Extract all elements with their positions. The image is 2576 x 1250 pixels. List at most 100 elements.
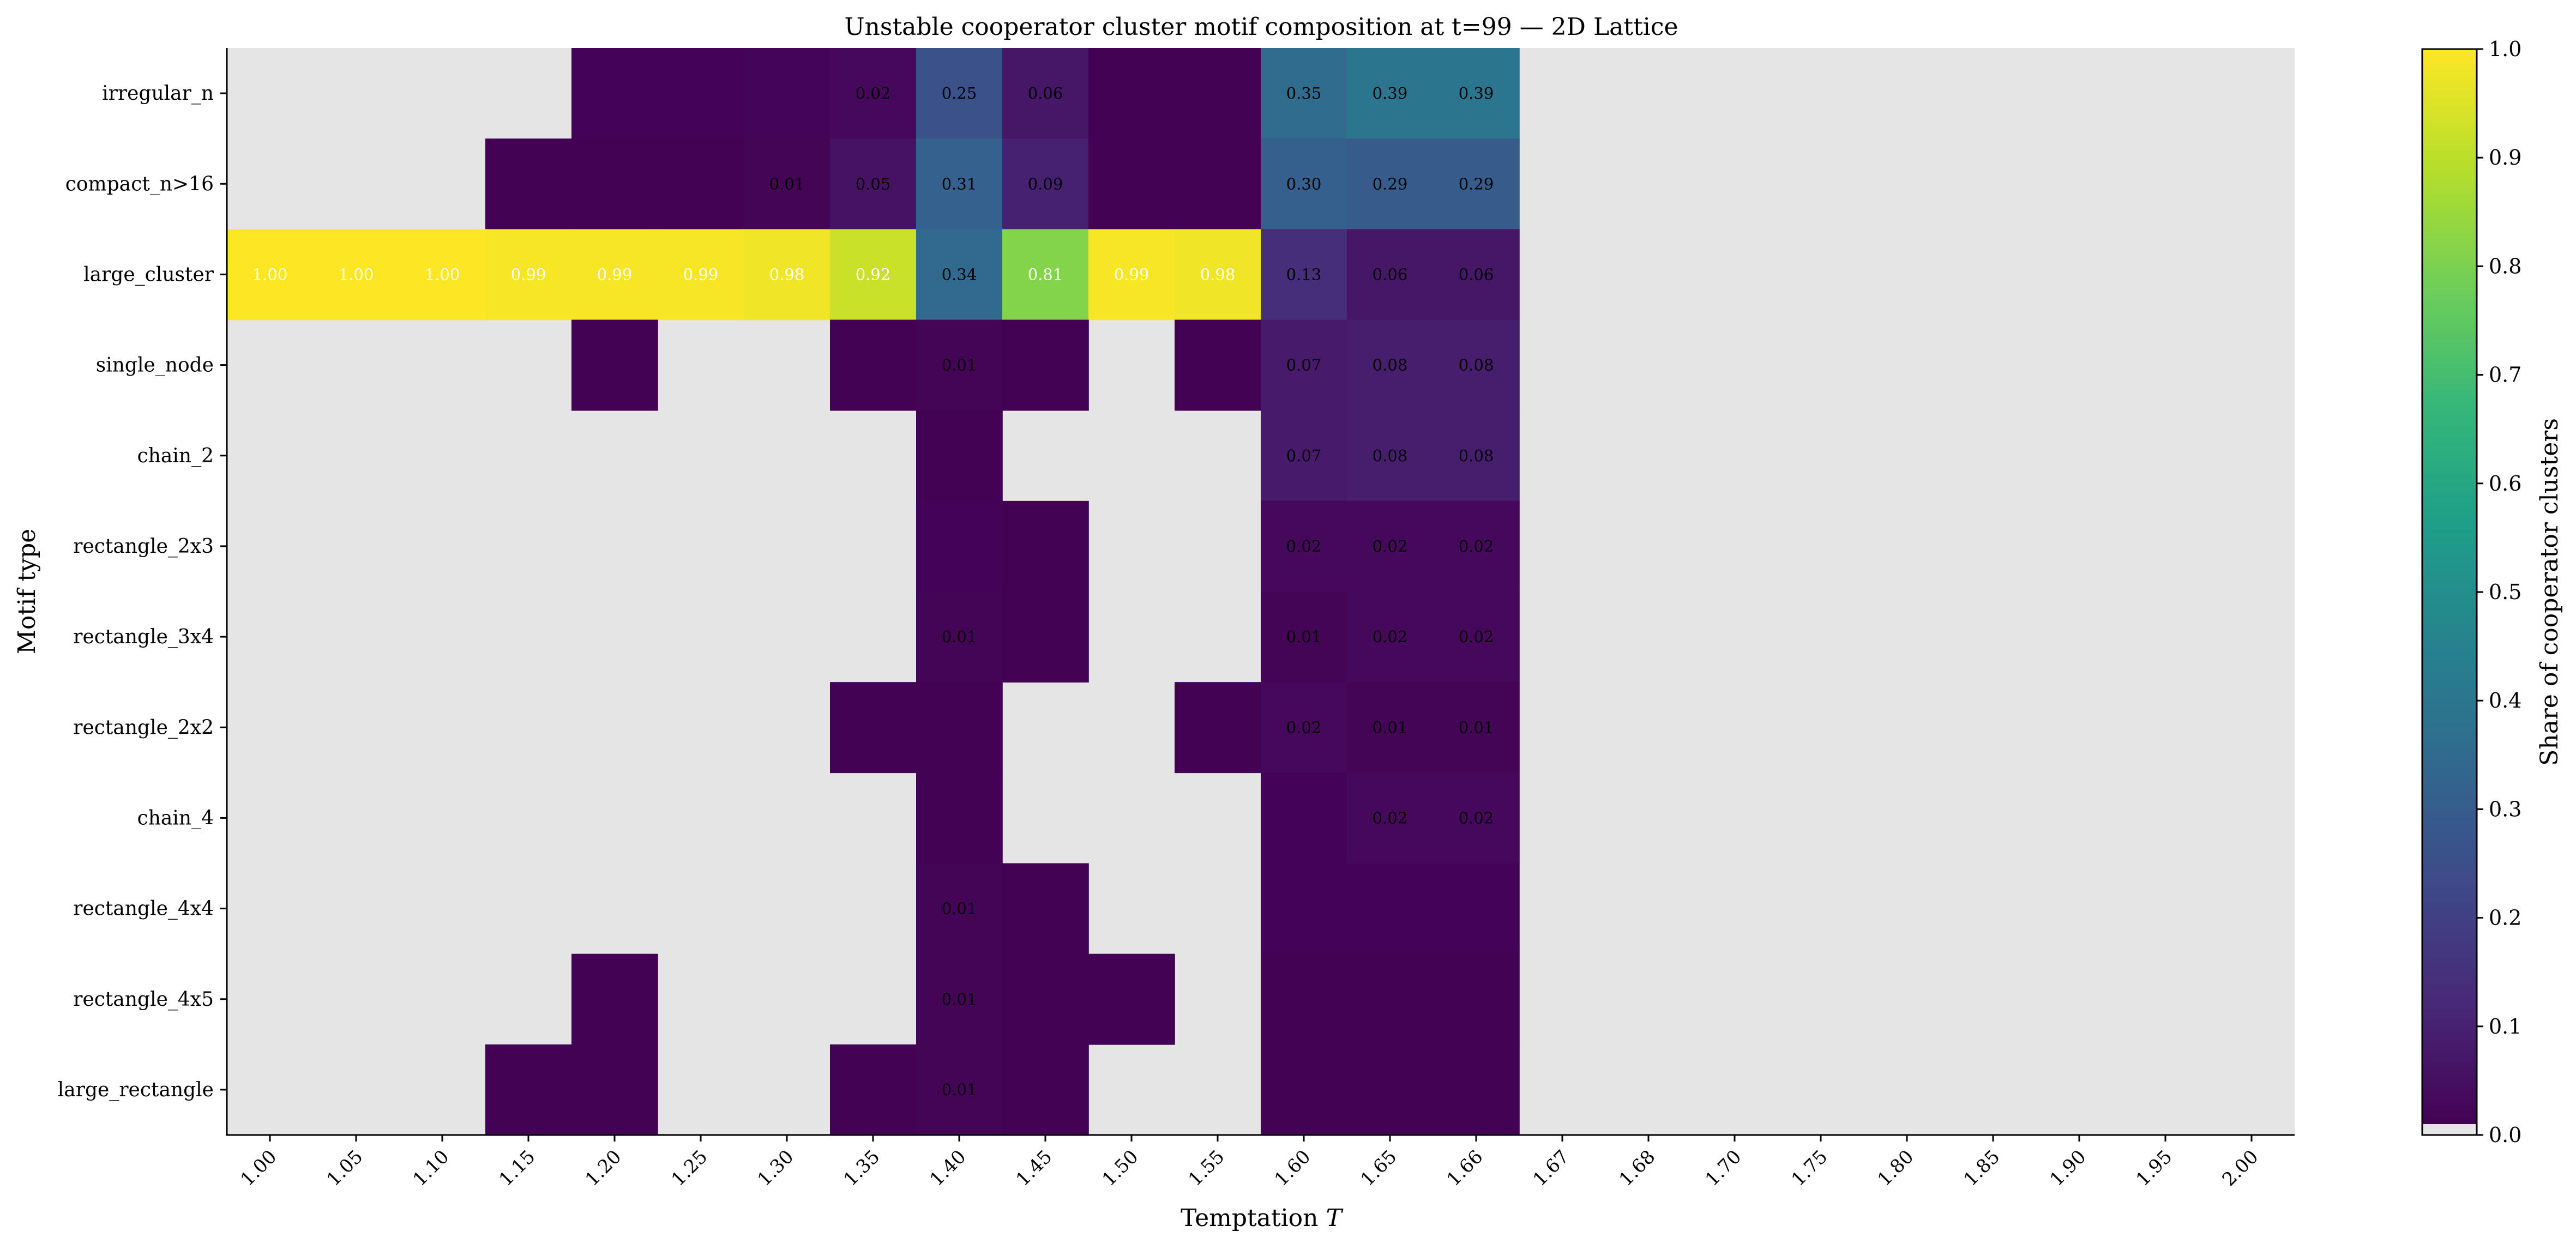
heatmap-cell <box>916 319 1003 411</box>
heatmap-cell <box>485 1044 572 1136</box>
colorbar-tick-label: 0.9 <box>2489 146 2521 170</box>
colorbar-tick-label: 0.3 <box>2489 797 2521 821</box>
heatmap-cell <box>658 229 744 321</box>
heatmap-cell <box>1433 682 1520 774</box>
x-tick-label: 1.75 <box>1787 1146 1832 1191</box>
heatmap-cell <box>658 138 744 230</box>
cell-value-label: 0.01 <box>769 174 805 193</box>
y-tick-label: rectangle_2x2 <box>73 716 214 739</box>
x-tick-label: 1.90 <box>2046 1146 2091 1191</box>
cell-value-label: 0.08 <box>1373 356 1408 375</box>
heatmap-cells <box>227 48 1520 1136</box>
heatmap-cell <box>1433 500 1520 592</box>
y-tick-label: rectangle_3x4 <box>73 626 214 648</box>
heatmap-cell <box>1261 772 1347 864</box>
heatmap-cell <box>1433 953 1520 1045</box>
heatmap-cell <box>916 229 1003 321</box>
cell-value-label: 0.06 <box>1373 265 1408 283</box>
x-tick-label: 1.55 <box>1184 1146 1229 1191</box>
cell-value-label: 0.01 <box>942 990 977 1009</box>
colorbar-tick-label: 0.1 <box>2489 1015 2521 1038</box>
heatmap-cell <box>1347 48 1434 139</box>
cell-value-label: 0.09 <box>1028 174 1063 193</box>
x-tick-label: 1.65 <box>1357 1146 1401 1191</box>
cell-value-label: 0.07 <box>1286 446 1322 465</box>
cell-value-label: 0.06 <box>1459 265 1494 283</box>
x-tick-label: 1.25 <box>667 1146 712 1191</box>
cell-value-label: 0.02 <box>1373 627 1408 646</box>
cell-value-label: 0.29 <box>1373 174 1408 193</box>
y-axis-label: Motif type <box>13 529 41 654</box>
cell-value-label: 0.05 <box>856 174 891 193</box>
heatmap-cell-labels: 0.02 0.25 0.06 0.35 0.39 0.39 0.01 0.05 0.31 0.09… <box>252 84 1494 1099</box>
cell-value-label: 0.02 <box>1459 808 1494 827</box>
cell-value-label: 0.39 <box>1459 84 1494 102</box>
cell-value-label: 1.00 <box>252 265 288 283</box>
x-tick-label: 1.15 <box>495 1146 540 1191</box>
heatmap-cell <box>313 229 400 321</box>
x-tick-label: 1.70 <box>1701 1146 1746 1191</box>
cell-value-label: 0.99 <box>1114 265 1149 283</box>
heatmap-cell <box>571 319 658 411</box>
heatmap-cell <box>1347 500 1434 592</box>
x-tick-label: 1.40 <box>926 1146 971 1191</box>
cell-value-label: 0.02 <box>1286 537 1322 555</box>
colorbar <box>2422 49 2477 1124</box>
cell-value-label: 0.01 <box>1286 627 1322 646</box>
heatmap-cell <box>1347 229 1434 321</box>
x-tick-label: 1.67 <box>1529 1146 1574 1191</box>
cell-value-label: 0.02 <box>1459 627 1494 646</box>
cell-value-label: 0.01 <box>942 1080 977 1099</box>
plot-frame <box>226 48 2295 1136</box>
heatmap-cell <box>571 229 658 321</box>
heatmap-cell <box>1433 48 1520 139</box>
heatmap-cell <box>1347 319 1434 411</box>
cell-value-label: 1.00 <box>339 265 374 283</box>
heatmap-cell <box>1433 229 1520 321</box>
heatmap-cell <box>571 48 658 139</box>
x-tick-label: 1.35 <box>840 1146 884 1191</box>
cell-value-label: 0.35 <box>1286 84 1322 102</box>
heatmap-cell <box>916 682 1003 774</box>
colorbar-tick-label: 0.5 <box>2489 580 2521 604</box>
colorbar-tick-label: 0.7 <box>2489 363 2521 387</box>
cell-value-label: 0.39 <box>1373 84 1408 102</box>
heatmap-cell <box>227 229 314 321</box>
heatmap-cell <box>1175 682 1261 774</box>
x-tick-label: 1.30 <box>754 1146 798 1191</box>
y-tick-label: single_node <box>96 354 214 377</box>
heatmap-cell <box>916 48 1003 139</box>
heatmap-cell <box>1347 410 1434 502</box>
cell-value-label: 0.30 <box>1286 174 1322 193</box>
y-tick-label: large_cluster <box>83 263 214 286</box>
heatmap-cell <box>1002 48 1089 139</box>
heatmap-cell <box>1175 138 1261 230</box>
x-tick-label: 1.10 <box>409 1146 454 1191</box>
heatmap-cell <box>1088 48 1175 139</box>
heatmap-cell <box>1175 229 1261 321</box>
heatmap-cell <box>1347 1044 1434 1136</box>
colorbar-tick-label: 0.6 <box>2489 472 2521 496</box>
colorbar-tick-label: 0.4 <box>2489 689 2521 712</box>
colorbar-tick-label: 0.0 <box>2489 1123 2521 1147</box>
heatmap-cell <box>916 772 1003 864</box>
heatmap-cell <box>658 48 744 139</box>
heatmap-cell <box>485 138 572 230</box>
heatmap-cell <box>1175 48 1261 139</box>
colorbar-tick-label: 1.0 <box>2489 37 2521 61</box>
heatmap-cell <box>744 138 830 230</box>
cell-value-label: 0.13 <box>1286 265 1322 283</box>
heatmap-cell <box>1261 138 1347 230</box>
heatmap-cell <box>1433 591 1520 683</box>
heatmap-cell <box>830 229 917 321</box>
heatmap-cell <box>485 229 572 321</box>
heatmap-cell <box>1261 500 1347 592</box>
heatmap-cell <box>1002 953 1089 1045</box>
y-tick-label: rectangle_4x4 <box>73 898 214 920</box>
cell-value-label: 0.02 <box>1373 537 1408 555</box>
heatmap-cell <box>1261 953 1347 1045</box>
heatmap-cell <box>1002 319 1089 411</box>
heatmap-cell <box>1261 863 1347 955</box>
x-tick-label: 1.95 <box>2132 1146 2177 1191</box>
x-tick-label: 1.50 <box>1098 1146 1143 1191</box>
